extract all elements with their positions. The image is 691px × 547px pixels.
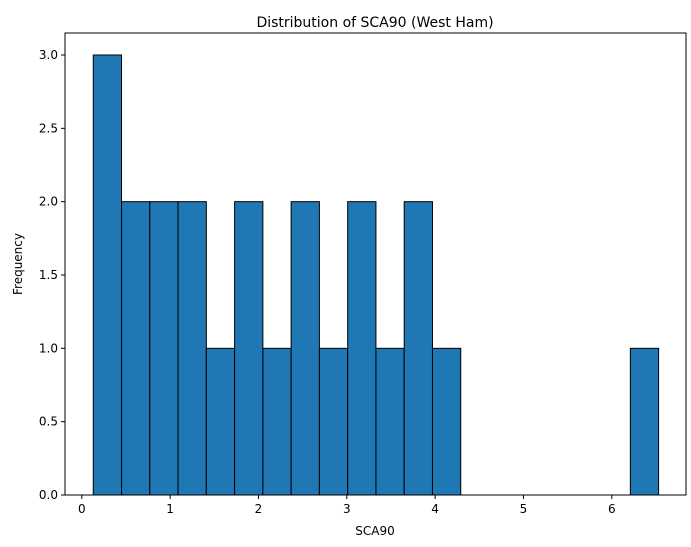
- y-tick-label: 1.0: [39, 341, 58, 355]
- histogram-bar: [205, 347, 236, 496]
- bars-group: [92, 54, 660, 496]
- histogram-bar: [347, 201, 377, 496]
- histogram-bar: [318, 347, 349, 496]
- x-tick-label: 6: [608, 502, 616, 516]
- x-tick-label: 2: [255, 502, 263, 516]
- histogram-bar: [149, 201, 179, 496]
- histogram-bar: [234, 201, 264, 496]
- histogram-bar: [92, 54, 123, 496]
- y-axis-label: Frequency: [11, 233, 25, 295]
- x-axis-label: SCA90: [355, 524, 394, 538]
- chart-title: Distribution of SCA90 (West Ham): [256, 15, 493, 31]
- histogram-bar: [629, 347, 660, 496]
- x-tick-label: 0: [78, 502, 86, 516]
- x-tick-label: 4: [431, 502, 439, 516]
- y-tick-label: 2.0: [39, 195, 58, 209]
- y-tick-label: 0.5: [39, 415, 58, 429]
- histogram-bar: [431, 347, 462, 496]
- y-tick-label: 2.5: [39, 121, 58, 135]
- histogram-bar: [290, 201, 320, 496]
- y-axis-ticks: 0.0 0.5 1.0 1.5 2.0 2.5 3.0: [39, 48, 65, 502]
- plot-frame: [64, 32, 687, 496]
- histogram-bar: [375, 347, 405, 496]
- y-tick-label: 1.5: [39, 268, 58, 282]
- histogram-bar: [177, 201, 207, 496]
- x-tick-label: 5: [520, 502, 528, 516]
- x-axis-ticks: 0 1 2 3 4 5 6: [78, 495, 616, 516]
- x-tick-label: 3: [343, 502, 351, 516]
- histogram-bar: [262, 347, 292, 496]
- y-tick-label: 0.0: [39, 488, 58, 502]
- x-tick-label: 1: [166, 502, 174, 516]
- histogram-bar: [403, 201, 433, 496]
- histogram-bar: [121, 201, 151, 496]
- y-tick-label: 3.0: [39, 48, 58, 62]
